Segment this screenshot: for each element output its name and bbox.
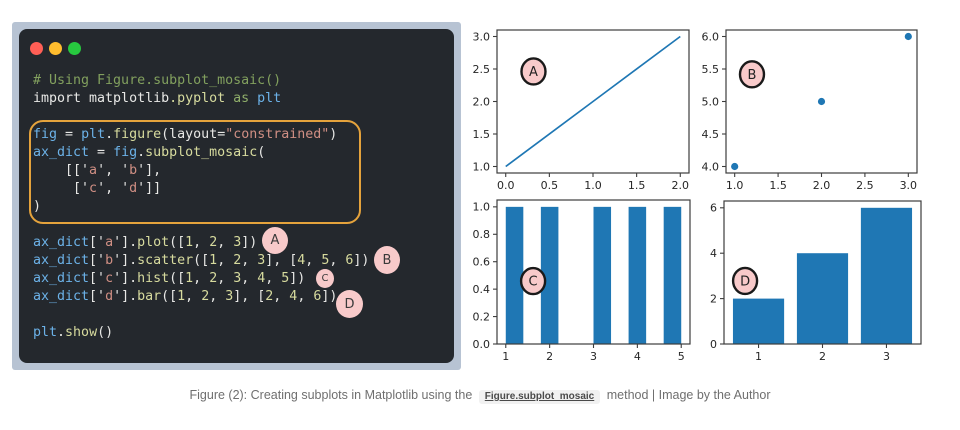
plot-annotation-badge-b: B [738,60,766,89]
caption-text-suffix: method | Image by the Author [606,388,771,402]
plot-annotation-badge-c: C [519,266,547,296]
caption-text-prefix: Figure (2): Creating subplots in Matplot… [189,388,473,402]
svg-text:4: 4 [634,350,641,363]
svg-text:4.5: 4.5 [702,128,720,141]
svg-text:1.5: 1.5 [628,179,646,192]
minimize-icon[interactable] [49,42,62,55]
svg-text:2.0: 2.0 [813,179,831,192]
code-editor-window [19,29,454,363]
maximize-icon[interactable] [68,42,81,55]
plot-annotation-badge-a: A [520,57,547,86]
svg-text:1.0: 1.0 [726,179,744,192]
subplot-c: 1 2 3 4 5 0.0 0.2 0.4 0.6 0.8 1.0 C [473,199,691,363]
svg-text:0.5: 0.5 [541,179,559,192]
svg-text:0: 0 [710,338,717,351]
subplot-a: 0.0 0.5 1.0 1.5 2.0 1.0 1.5 2.0 2.5 3.0 A [473,29,690,192]
svg-text:5.0: 5.0 [702,95,720,108]
window-controls [30,42,81,55]
svg-text:B: B [748,68,757,83]
svg-text:2.5: 2.5 [856,179,874,192]
svg-text:4: 4 [710,247,717,260]
figure-caption: Figure (2): Creating subplots in Matplot… [0,388,960,404]
svg-text:3.0: 3.0 [473,30,491,43]
svg-text:1.0: 1.0 [584,179,602,192]
svg-text:0.0: 0.0 [497,179,515,192]
svg-text:1: 1 [502,350,509,363]
svg-text:6.0: 6.0 [702,30,720,43]
svg-text:6: 6 [710,202,717,215]
svg-text:3.0: 3.0 [900,179,918,192]
svg-text:5: 5 [678,350,685,363]
svg-text:1.5: 1.5 [769,179,787,192]
svg-text:5.5: 5.5 [702,63,720,76]
svg-text:4.0: 4.0 [702,160,720,173]
svg-text:0.4: 0.4 [473,283,491,296]
svg-text:0.8: 0.8 [473,228,491,241]
svg-text:3: 3 [590,350,597,363]
svg-text:1.0: 1.0 [473,201,491,214]
svg-text:1.5: 1.5 [473,128,491,141]
code-annotation-badge-d: D [336,290,363,318]
svg-text:0.0: 0.0 [473,338,491,351]
svg-text:D: D [740,274,750,289]
subplot-d: 1 2 3 0 2 4 6 D [710,200,922,363]
svg-text:3: 3 [883,350,890,363]
svg-text:2: 2 [546,350,553,363]
caption-method-link[interactable]: Figure.subplot_mosaic [478,390,601,404]
code-window-frame [12,22,461,370]
code-annotation-badge-c: C [316,269,334,288]
svg-text:2: 2 [710,292,717,305]
close-icon[interactable] [30,42,43,55]
svg-text:C: C [529,275,538,290]
svg-text:1.0: 1.0 [473,160,491,173]
svg-text:0.2: 0.2 [473,310,491,323]
code-block: # Using Figure.subplot_mosaic() import ma… [33,73,370,340]
subplot-b: 1.0 1.5 2.0 2.5 3.0 4.0 4.5 5.0 5.5 6.0 B [702,29,918,192]
svg-text:2.5: 2.5 [473,63,491,76]
svg-text:2.0: 2.0 [473,95,491,108]
svg-text:2: 2 [819,350,826,363]
plot-annotation-badge-d: D [731,266,759,296]
code-annotation-badge-b: B [374,246,400,274]
svg-text:1: 1 [755,350,762,363]
svg-text:A: A [529,65,538,80]
code-annotation-badge-a: A [262,227,288,254]
svg-text:0.6: 0.6 [473,256,491,269]
svg-text:2.0: 2.0 [672,179,690,192]
